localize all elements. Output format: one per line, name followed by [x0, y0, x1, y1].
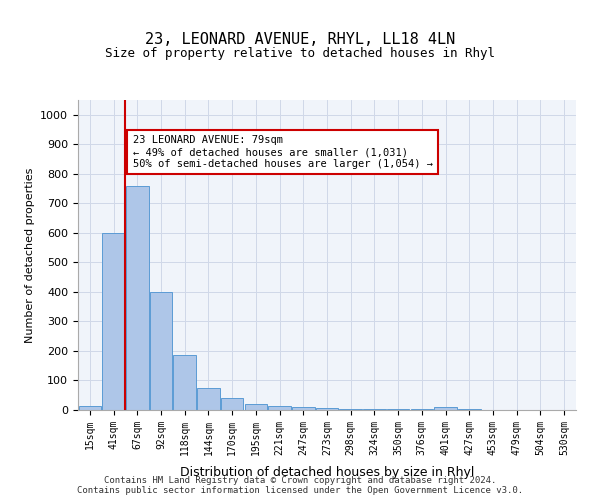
Bar	[197, 388, 220, 410]
Bar	[387, 409, 409, 410]
Bar	[268, 406, 291, 410]
Bar	[150, 292, 172, 410]
Bar	[316, 408, 338, 410]
Bar	[245, 404, 267, 410]
X-axis label: Distribution of detached houses by size in Rhyl: Distribution of detached houses by size …	[180, 466, 474, 479]
Bar	[292, 407, 314, 410]
Text: 23 LEONARD AVENUE: 79sqm
← 49% of detached houses are smaller (1,031)
50% of sem: 23 LEONARD AVENUE: 79sqm ← 49% of detach…	[133, 136, 433, 168]
Bar	[221, 398, 244, 410]
Text: Contains HM Land Registry data © Crown copyright and database right 2024.
Contai: Contains HM Land Registry data © Crown c…	[77, 476, 523, 495]
Bar	[434, 407, 457, 410]
Bar	[363, 409, 386, 410]
Y-axis label: Number of detached properties: Number of detached properties	[25, 168, 35, 342]
Bar	[173, 356, 196, 410]
Bar	[79, 406, 101, 410]
Text: Size of property relative to detached houses in Rhyl: Size of property relative to detached ho…	[105, 48, 495, 60]
Bar	[103, 233, 125, 410]
Bar	[340, 408, 362, 410]
Bar	[126, 186, 149, 410]
Text: 23, LEONARD AVENUE, RHYL, LL18 4LN: 23, LEONARD AVENUE, RHYL, LL18 4LN	[145, 32, 455, 48]
